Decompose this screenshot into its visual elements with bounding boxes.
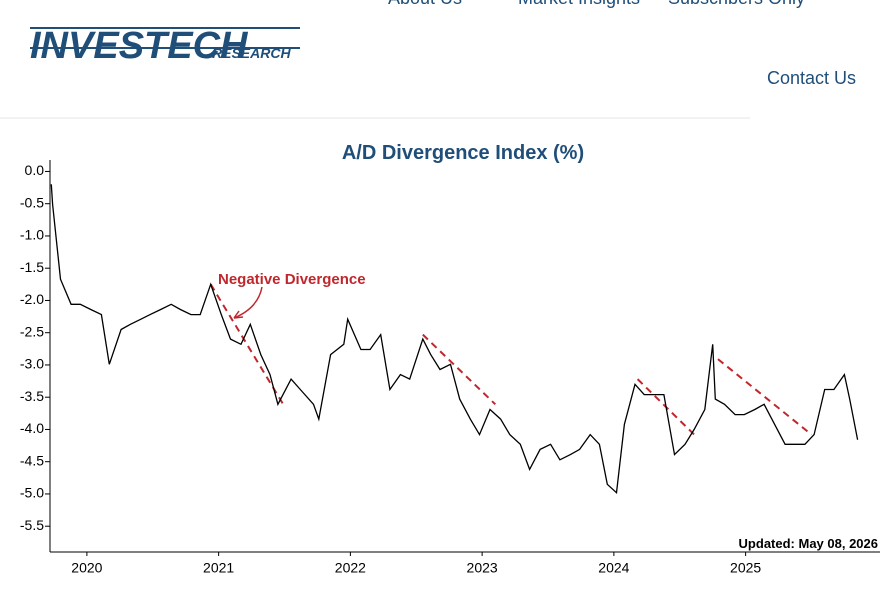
y-tick-label: -5.0 [20,485,44,501]
chart-title: A/D Divergence Index (%) [342,142,584,164]
trend-line [422,333,496,406]
trend-line [209,283,285,405]
y-tick-label: -3.0 [20,356,44,372]
annotation-arrow [233,286,263,319]
updated-note: Updated: May 08, 2026 [739,536,878,551]
y-tick-label: -1.0 [20,227,44,243]
annotation: Negative Divergence [218,271,366,288]
logo-main: INVESTECH [30,25,249,67]
nav-link[interactable]: Market Insights [518,0,640,8]
logo-sub: RESEARCH [212,45,291,61]
x-tick-label: 2020 [71,560,102,576]
nav-link[interactable]: Contact Us [767,68,856,88]
x-tick-label: 2023 [467,560,498,576]
y-tick-label: -0.5 [20,194,44,210]
annotation-arrowhead [233,310,244,319]
nav-link[interactable]: About Us [388,0,462,8]
x-tick-label: 2021 [203,560,234,576]
logo[interactable]: INVESTECH RESEARCH [30,25,300,67]
nav-link[interactable]: Subscribers Only [668,0,805,8]
x-tick-label: 2024 [598,560,629,576]
y-tick-label: -2.5 [20,323,44,339]
data-line [50,184,859,495]
y-tick-label: -5.5 [20,517,44,533]
y-tick-label: -3.5 [20,388,44,404]
y-tick-label: -4.5 [20,452,44,468]
y-tick-label: -1.5 [20,259,44,275]
trend-line [717,358,813,436]
y-tick-label: -2.0 [20,291,44,307]
x-tick-label: 2022 [335,560,366,576]
y-tick-label: -4.0 [20,420,44,436]
x-tick-label: 2025 [730,560,761,576]
y-tick-label: 0.0 [25,162,45,178]
